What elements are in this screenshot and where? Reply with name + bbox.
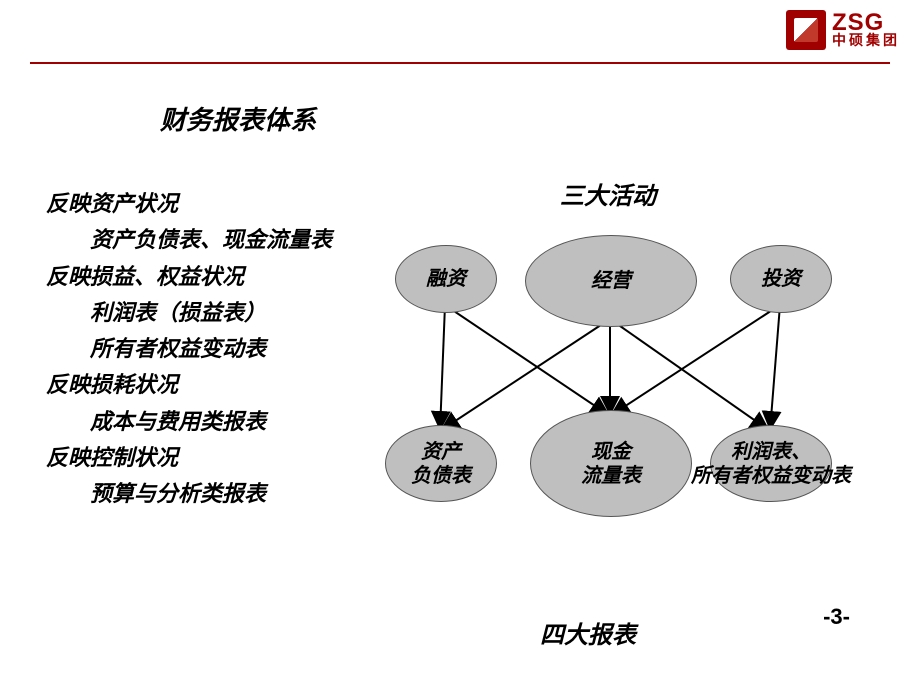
logo-text: ZSG 中硕集团: [832, 11, 900, 49]
outline-sub: 成本与费用类报表: [90, 404, 332, 440]
logo-mark-icon: [786, 10, 826, 50]
node-profit: 利润表、所有者权益变动表: [710, 425, 832, 502]
edge-invest-profit: [770, 305, 780, 431]
slide: ZSG 中硕集团 财务报表体系 反映资产状况资产负债表、现金流量表反映损益、权益…: [0, 0, 920, 690]
outline-heading: 反映控制状况: [46, 440, 332, 476]
brand-logo: ZSG 中硕集团: [786, 10, 900, 50]
diagram-title-bottom: 四大报表: [540, 615, 636, 650]
logo-en: ZSG: [832, 11, 900, 35]
logo-cn: 中硕集团: [832, 35, 900, 49]
outline-heading: 反映资产状况: [46, 186, 332, 222]
node-operate: 经营: [525, 235, 697, 327]
node-finance: 融资: [395, 245, 497, 313]
edge-finance-balance: [440, 305, 445, 431]
page-number: -3-: [823, 604, 850, 630]
outline-list: 反映资产状况资产负债表、现金流量表反映损益、权益状况利润表（损益表）所有者权益变…: [46, 186, 332, 513]
page-title: 财务报表体系: [160, 100, 316, 137]
outline-sub: 资产负债表、现金流量表: [90, 222, 332, 258]
outline-sub: 利润表（损益表）: [90, 295, 332, 331]
header-rule: [30, 62, 890, 64]
diagram-title-top: 三大活动: [560, 176, 656, 211]
node-balance: 资产负债表: [385, 425, 497, 502]
outline-sub: 所有者权益变动表: [90, 331, 332, 367]
outline-sub: 预算与分析类报表: [90, 476, 332, 512]
outline-heading: 反映损耗状况: [46, 367, 332, 403]
node-cashflow: 现金流量表: [530, 410, 692, 517]
node-invest: 投资: [730, 245, 832, 313]
outline-heading: 反映损益、权益状况: [46, 259, 332, 295]
activities-reports-diagram: 融资经营投资资产负债表现金流量表利润表、所有者权益变动表: [390, 225, 900, 555]
